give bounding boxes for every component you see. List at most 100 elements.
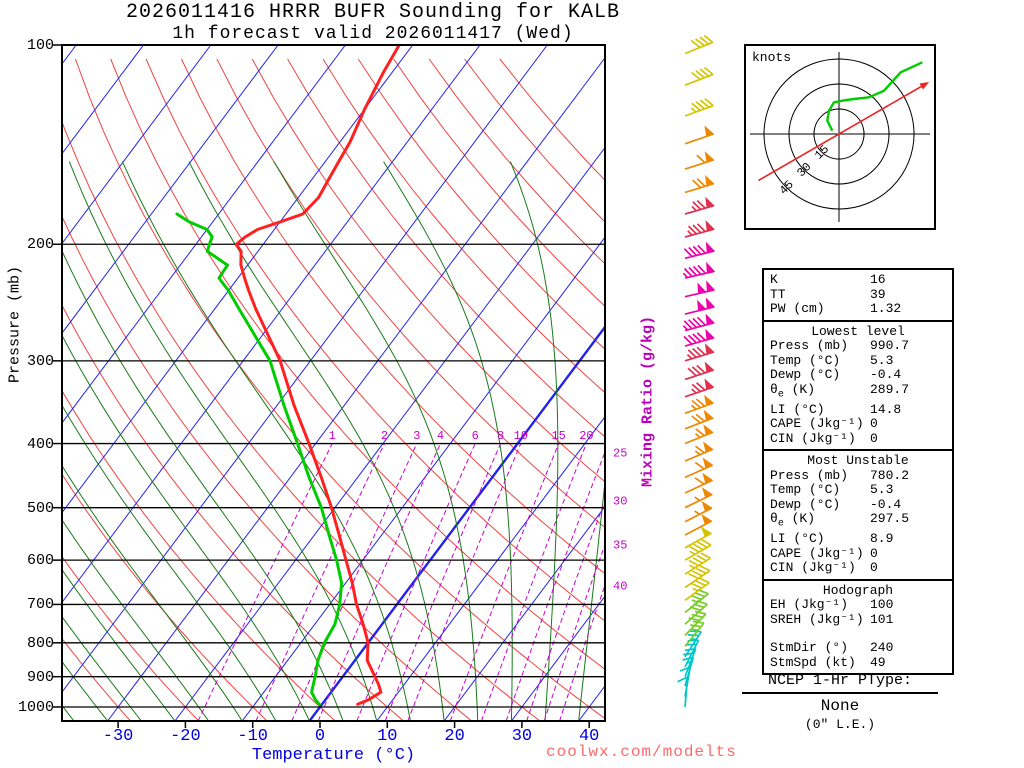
- wind-barb: [684, 343, 715, 362]
- pressure-tick-label: 600: [26, 552, 54, 570]
- table-row: Dewp (°C) -0.4: [770, 496, 946, 513]
- wind-barb: [684, 514, 713, 536]
- ptype-rule: [742, 692, 938, 694]
- wind-barb: [684, 297, 716, 315]
- pressure-tick-label: 700: [26, 596, 54, 614]
- table-row: Dewp (°C) -0.4: [770, 367, 946, 383]
- table-row-value: 0: [870, 430, 878, 446]
- ptype-detail: (0" L.E.): [804, 717, 876, 732]
- wind-barb: [684, 526, 713, 549]
- table-row: CIN (Jkg⁻¹) 0: [770, 430, 946, 447]
- table-row-value: 100: [870, 597, 894, 613]
- mixing-ratio-label: 25: [613, 446, 627, 460]
- table-row: LI (°C) 14.8: [770, 401, 946, 418]
- wind-barb-column: [677, 34, 716, 708]
- pressure-tick-label: 1000: [17, 698, 54, 716]
- table-row-label: CAPE (Jkg⁻¹): [770, 545, 864, 561]
- table-row: CIN (Jkg⁻¹) 0: [770, 561, 946, 576]
- pressure-gridlines: [62, 44, 605, 708]
- table-separator: [764, 578, 952, 581]
- plot-border: [61, 44, 606, 722]
- wind-barb: [684, 34, 714, 55]
- pressure-tick-label: 800: [26, 634, 54, 652]
- temperature-tick-label: -20: [170, 727, 201, 746]
- table-row-label: θe (K): [770, 511, 816, 530]
- pressure-tick-label: 500: [26, 499, 54, 517]
- table-row-value: 16: [870, 272, 886, 287]
- table-row-value: 0: [870, 545, 878, 561]
- mixing-ratio-label: 6: [472, 429, 479, 443]
- table-row: PW (cm) 1.32: [770, 301, 946, 317]
- table-row-label: StmDir (°): [770, 640, 849, 656]
- table-separator: [764, 319, 952, 322]
- wind-barb: [684, 577, 710, 601]
- table-row-label: Press (mb): [770, 467, 849, 483]
- table-row: θe (K) 289.7: [770, 382, 946, 403]
- table-row-label: LI (°C): [770, 531, 825, 547]
- sounding-curves: [175, 45, 401, 706]
- mixing-ratio-label: 20: [579, 429, 593, 443]
- dry-adiabats: [62, 58, 605, 721]
- wind-barb: [682, 313, 715, 332]
- wind-barb: [683, 328, 715, 347]
- mixing-ratio-label: 15: [551, 429, 565, 443]
- ptype-block: NCEP 1-Hr PType: None (0" L.E.): [742, 672, 938, 732]
- pressure-tick-label: 300: [26, 352, 54, 370]
- mixing-ratio-label: 2: [381, 429, 388, 443]
- table-row: EH (Jkg⁻¹) 100: [770, 598, 946, 613]
- table-row-value: 5.3: [870, 352, 894, 368]
- table-row: Temp (°C) 5.3: [770, 483, 946, 498]
- wind-barb: [684, 538, 712, 561]
- table-section-header: Hodograph: [822, 582, 894, 598]
- table-row-label: CAPE (Jkg⁻¹): [770, 416, 864, 432]
- dewpoint-curve: [175, 212, 344, 706]
- mixing-ratio-label: 4: [437, 429, 444, 443]
- mixing-ratio-label: 8: [497, 429, 504, 443]
- title-line1: 2026011416 HRRR BUFR Sounding for KALB: [125, 1, 621, 24]
- hodograph-trace: [826, 61, 923, 132]
- table-row: CAPE (Jkg⁻¹) 0: [770, 545, 946, 562]
- wind-barb: [684, 610, 707, 637]
- mixing-ratio-label: 1: [329, 429, 336, 443]
- wind-barb: [684, 280, 716, 298]
- ptype-title: NCEP 1-Hr PType:: [767, 672, 913, 689]
- table-row: TT 39: [770, 287, 946, 303]
- wind-barb: [684, 589, 709, 614]
- table-row-value: 990.7: [870, 338, 910, 353]
- watermark: coolwx.com/modelts: [546, 743, 737, 761]
- temperature-tick-label: -10: [237, 727, 268, 746]
- table-row-label: CIN (Jkg⁻¹): [770, 430, 856, 446]
- temperature-axis-title: Temperature (°C): [251, 746, 416, 765]
- axis-ticks: [53, 44, 590, 728]
- wind-barb: [684, 394, 715, 415]
- table-row-label: SREH (Jkg⁻¹): [770, 611, 864, 627]
- table-row: LI (°C) 8.9: [770, 532, 946, 547]
- table-row: StmDir (°) 240: [770, 641, 946, 656]
- wind-barb: [684, 500, 713, 523]
- temperature-tick-label: 0: [314, 727, 326, 746]
- table-row: Press (mb) 780.2: [770, 467, 946, 484]
- table-row-label: Dewp (°C): [770, 496, 841, 512]
- hodograph-border: [744, 44, 936, 230]
- wind-barb: [684, 174, 715, 194]
- table-row-value: 8.9: [870, 531, 894, 547]
- table-separator: [764, 449, 952, 452]
- table-row-value: -0.4: [870, 496, 902, 512]
- temperature-curve: [234, 45, 401, 706]
- wind-barb: [684, 441, 714, 462]
- table-row: StmSpd (kt) 49: [770, 655, 946, 671]
- table-row-value: 0: [870, 416, 878, 432]
- table-row-label: PW (cm): [770, 301, 825, 316]
- wind-barb: [684, 378, 715, 398]
- table-row: CAPE (Jkg⁻¹) 0: [770, 417, 946, 432]
- table-row-value: 14.8: [870, 401, 902, 417]
- table-section-header: Lowest level: [811, 323, 905, 339]
- wind-barb: [684, 630, 703, 658]
- wind-barb: [684, 472, 714, 494]
- wind-barb: [684, 97, 714, 117]
- temperature-tick-label: 40: [578, 727, 600, 746]
- wind-barb: [684, 599, 708, 625]
- pressure-tick-label: 100: [26, 37, 54, 54]
- wind-barb: [684, 409, 714, 430]
